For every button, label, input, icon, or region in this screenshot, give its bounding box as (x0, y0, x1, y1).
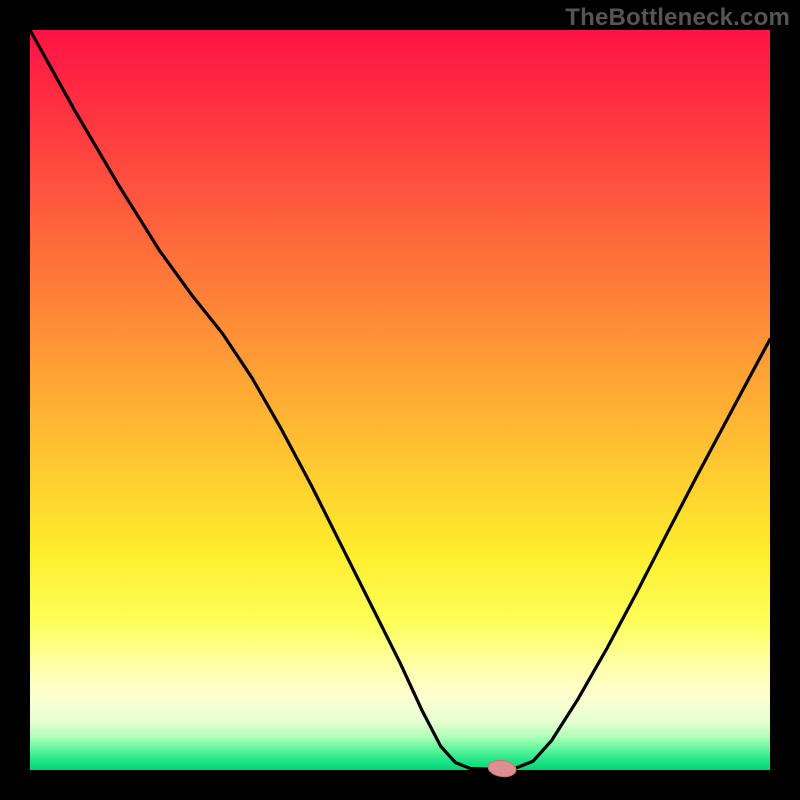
bottleneck-chart (0, 0, 800, 800)
gradient-background (30, 30, 770, 770)
watermark-text: TheBottleneck.com (565, 4, 790, 32)
chart-container: TheBottleneck.com (0, 0, 800, 800)
